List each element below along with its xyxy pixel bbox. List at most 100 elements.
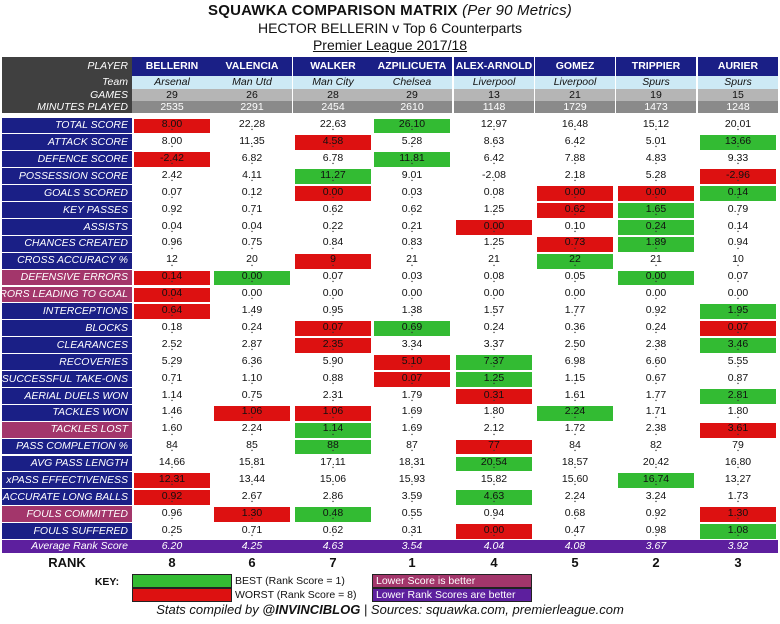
metric-value: 0.94 ▪	[483, 507, 505, 523]
metric-value: 2.38 ▪	[645, 338, 667, 354]
info-value: 15	[698, 89, 778, 101]
metric-value: 1.60 ▪	[161, 422, 183, 438]
marker-dot: ▪	[171, 279, 173, 286]
marker-dot: ▪	[411, 465, 413, 472]
info-label: MINUTES PLAYED	[2, 101, 132, 113]
metric-value: 1.73 ▪	[727, 490, 749, 506]
key-worst-text: WORST (Rank Score = 8)	[235, 588, 357, 601]
metric-value: 1.25 ▪	[483, 236, 505, 252]
marker-dot: ▪	[574, 347, 576, 354]
metric-value: 0.84 ▪	[322, 236, 344, 252]
marker-dot: ▪	[737, 330, 739, 337]
metric-value: 87 ▪	[406, 439, 418, 455]
metric-label: FOULS COMMITTED	[2, 506, 132, 523]
metric-label: PASS COMPLETION %	[2, 438, 132, 455]
marker-dot: ▪	[251, 397, 253, 404]
metric-value: 1.69 ▪	[401, 422, 423, 438]
metric-value: 3.61 ▪	[700, 422, 776, 438]
marker-dot: ▪	[655, 296, 657, 303]
metric-value: 0.00 ▪	[456, 524, 532, 539]
marker-dot: ▪	[332, 532, 334, 539]
marker-dot: ▪	[574, 127, 576, 134]
marker-dot: ▪	[332, 414, 334, 421]
rank-value: 4	[490, 554, 498, 570]
marker-dot: ▪	[493, 465, 495, 472]
info-value: 19	[616, 89, 696, 101]
info-value: 13	[454, 89, 534, 101]
metric-label: xPASS EFFECTIVENESS	[2, 472, 132, 489]
metric-value: 1.80 ▪	[483, 405, 505, 421]
marker-dot: ▪	[171, 144, 173, 151]
metric-value: 0.24 ▪	[483, 321, 505, 337]
metric-label: GOALS SCORED	[2, 185, 132, 201]
marker-dot: ▪	[411, 194, 413, 201]
metric-value: 85 ▪	[246, 439, 258, 455]
metric-value: 0.00 ▪	[241, 287, 263, 303]
marker-dot: ▪	[655, 516, 657, 523]
marker-dot: ▪	[655, 397, 657, 404]
marker-dot: ▪	[493, 380, 495, 387]
player-name-trippier: TRIPPIER	[616, 57, 696, 76]
average-rank-value: 3.67	[645, 540, 667, 553]
marker-dot: ▪	[655, 262, 657, 269]
marker-dot: ▪	[574, 296, 576, 303]
marker-dot: ▪	[493, 313, 495, 320]
marker-dot: ▪	[411, 347, 413, 354]
metric-value: 3.24 ▪	[645, 490, 667, 506]
info-label: Team	[2, 76, 132, 89]
marker-dot: ▪	[574, 532, 576, 539]
info-value: 1248	[698, 101, 778, 113]
metric-label: POSSESSION SCORE	[2, 168, 132, 185]
metric-value: 0.68 ▪	[564, 507, 586, 523]
chart-title: SQUAWKA COMPARISON MATRIX (Per 90 Metric…	[0, 2, 780, 19]
player-header-label: PLAYER	[2, 57, 132, 76]
metric-value: 1.57 ▪	[483, 304, 505, 320]
marker-dot: ▪	[411, 363, 413, 370]
marker-dot: ▪	[493, 397, 495, 404]
marker-dot: ▪	[332, 194, 334, 201]
metric-value: 2.12 ▪	[483, 422, 505, 438]
metric-value: 0.07 ▪	[374, 372, 450, 387]
metric-value: 1.30 ▪	[214, 507, 290, 523]
marker-dot: ▪	[574, 448, 576, 455]
player-name-valencia: VALENCIA	[212, 57, 292, 76]
marker-dot: ▪	[655, 380, 657, 387]
info-value: Liverpool	[454, 76, 534, 89]
marker-dot: ▪	[737, 380, 739, 387]
marker-dot: ▪	[574, 161, 576, 168]
metric-value: 1.10 ▪	[241, 372, 263, 387]
marker-dot: ▪	[574, 313, 576, 320]
metric-label: KEY PASSES	[2, 202, 132, 218]
marker-dot: ▪	[655, 363, 657, 370]
marker-dot: ▪	[171, 363, 173, 370]
marker-dot: ▪	[493, 363, 495, 370]
marker-dot: ▪	[171, 313, 173, 320]
metric-value: 2.87 ▪	[241, 338, 263, 354]
metric-value: 3.46 ▪	[700, 338, 776, 354]
metric-value: 2.81 ▪	[700, 388, 776, 404]
marker-dot: ▪	[737, 431, 739, 438]
metric-label: SUCCESSFUL TAKE-ONS	[2, 371, 132, 387]
info-value: Chelsea	[372, 76, 452, 89]
marker-dot: ▪	[411, 532, 413, 539]
marker-dot: ▪	[332, 431, 334, 438]
info-value: 29	[372, 89, 452, 101]
key-lower-score-better: Lower Score is better	[372, 574, 532, 588]
marker-dot: ▪	[574, 330, 576, 337]
metric-value: 0.79 ▪	[727, 203, 749, 218]
metric-value: 16.74 ▪	[618, 473, 694, 489]
marker-dot: ▪	[574, 262, 576, 269]
metric-value: 6.82 ▪	[241, 152, 263, 168]
marker-dot: ▪	[251, 363, 253, 370]
metric-label: DEFENSIVE ERRORS	[2, 269, 132, 286]
metric-value: 6.98 ▪	[564, 355, 586, 370]
rank-value: 7	[329, 554, 337, 570]
metric-value: 15.60 ▪	[561, 473, 589, 489]
metric-value: 1.95 ▪	[700, 304, 776, 320]
marker-dot: ▪	[737, 178, 739, 185]
metric-value: 11.35 ▪	[239, 135, 265, 151]
metric-value: 1.69 ▪	[401, 405, 423, 421]
metric-value: 12.97 ▪	[480, 118, 508, 134]
metric-value: 0.07 ▪	[727, 270, 749, 286]
marker-dot: ▪	[655, 245, 657, 252]
